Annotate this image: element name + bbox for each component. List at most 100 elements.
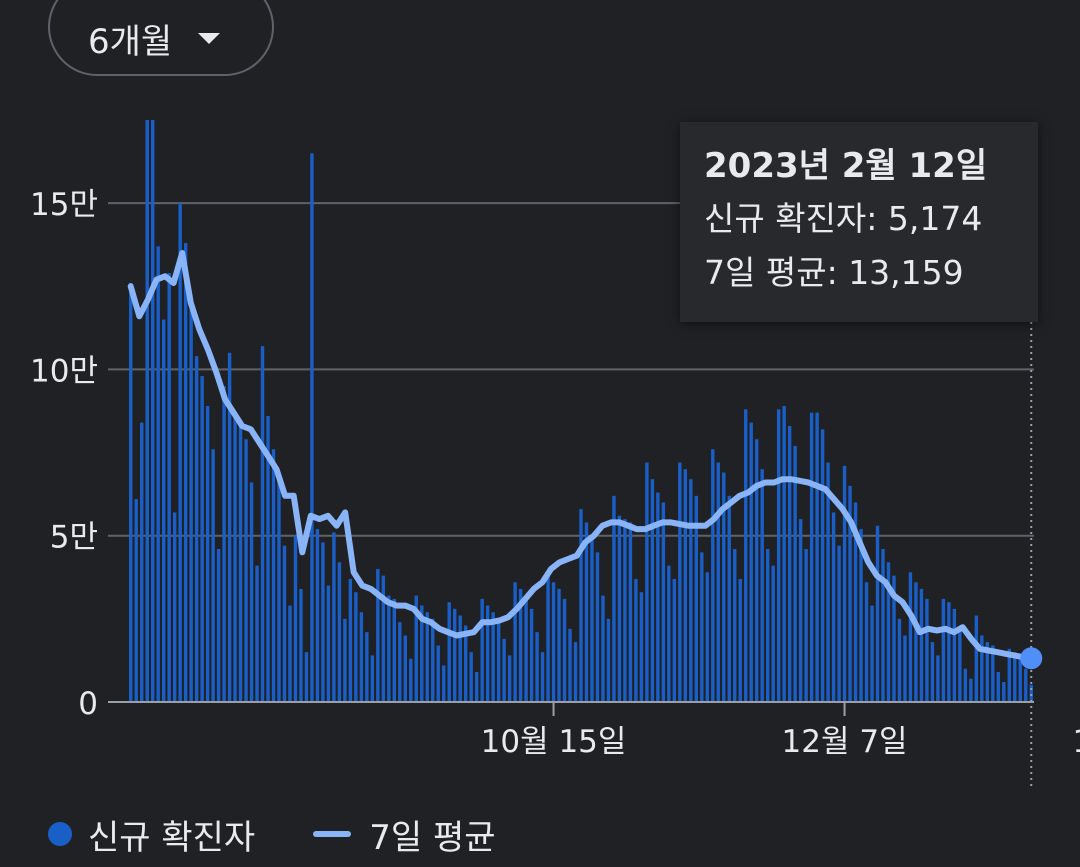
new-cases-bar (606, 618, 611, 702)
new-cases-bars (129, 120, 1033, 703)
new-cases-bar (491, 612, 495, 702)
new-cases-bar (776, 409, 781, 702)
new-cases-bar (996, 672, 1001, 702)
new-cases-bar (733, 549, 737, 702)
new-cases-bar (557, 588, 561, 702)
new-cases-bar (749, 422, 753, 702)
new-cases-bar (447, 602, 451, 702)
new-cases-bar (205, 406, 210, 702)
new-cases-bar (711, 449, 715, 702)
new-cases-bar (551, 582, 556, 702)
tooltip-new-cases: 신규 확진자: 5,174 (704, 199, 983, 238)
new-cases-bar (738, 578, 742, 702)
new-cases-bar (755, 439, 759, 702)
new-cases-bar (469, 652, 473, 702)
new-cases-bar (645, 462, 649, 702)
new-cases-bar (744, 409, 748, 702)
legend-line-swatch (313, 831, 352, 837)
new-cases-bar (436, 645, 440, 702)
hover-indicator (1020, 322, 1043, 788)
new-cases-bar (244, 439, 248, 702)
new-cases-bar (442, 665, 446, 702)
tooltip-average-value: 13,159 (848, 253, 964, 292)
tooltip-average-label: 7일 평균 (704, 253, 827, 292)
new-cases-bar (689, 479, 693, 702)
new-cases-bar (859, 529, 863, 702)
new-cases-bar (134, 499, 138, 702)
new-cases-bar (156, 246, 160, 702)
new-cases-bar (293, 535, 298, 702)
new-cases-bar (343, 618, 347, 702)
new-cases-bar (194, 356, 199, 702)
new-cases-bar (1007, 648, 1011, 702)
new-cases-bar (546, 575, 550, 702)
seven-day-average-line (127, 250, 1035, 662)
new-cases-bar (332, 532, 336, 702)
y-tick-label: 10만 (30, 353, 98, 389)
new-cases-bar (518, 588, 523, 702)
new-cases-bar (529, 608, 534, 702)
new-cases-bar (853, 502, 858, 702)
new-cases-bar (140, 422, 144, 702)
new-cases-bar (1018, 655, 1022, 702)
new-cases-bar (354, 592, 358, 702)
new-cases-bar (826, 462, 830, 702)
new-cases-bar (507, 655, 512, 702)
new-cases-bar (991, 645, 995, 702)
new-cases-bar (453, 608, 457, 702)
y-axis-labels: 0 5만 10만 15만 (30, 187, 98, 722)
new-cases-bar (485, 605, 490, 702)
new-cases-bar (831, 512, 836, 702)
new-cases-bar (914, 582, 918, 702)
new-cases-bar (535, 632, 539, 702)
new-cases-bar (798, 519, 803, 702)
new-cases-bar (716, 462, 720, 702)
new-cases-bar (864, 582, 869, 702)
new-cases-bar (403, 635, 407, 702)
legend-bars-label: 신규 확진자 (88, 817, 256, 858)
new-cases-bar (985, 642, 990, 702)
new-cases-bar (958, 628, 962, 702)
x-axis-labels: 10월 15일 12월 7일 1월 29일 (481, 702, 1080, 760)
new-cases-bar (974, 615, 979, 702)
range-selector-button[interactable]: 6개월 (48, 0, 274, 76)
new-cases-bar (266, 415, 270, 702)
new-cases-bar (1013, 652, 1017, 702)
new-cases-bar (326, 585, 331, 702)
new-cases-bar (980, 635, 984, 702)
new-cases-bar (178, 203, 182, 702)
new-cases-bar (365, 632, 369, 702)
tooltip-new-cases-value: 5,174 (887, 199, 983, 238)
new-cases-bar (612, 495, 616, 702)
new-cases-bar (623, 519, 627, 702)
new-cases-bar (793, 445, 797, 702)
new-cases-bar (277, 472, 281, 702)
new-cases-bar (765, 549, 770, 702)
tooltip-date: 2023년 2월 12일 (704, 146, 988, 186)
new-cases-bar (601, 595, 605, 702)
new-cases-bar (656, 492, 660, 702)
new-cases-bar (233, 412, 237, 702)
new-cases-bar (271, 449, 276, 702)
new-cases-bar (661, 502, 666, 702)
new-cases-bar (211, 449, 215, 702)
new-cases-bar (771, 565, 775, 702)
new-cases-bar (414, 595, 418, 702)
new-cases-bar (837, 545, 841, 702)
new-cases-bar (842, 465, 847, 702)
new-cases-bar (480, 598, 484, 702)
new-cases-bar (282, 545, 287, 702)
new-cases-bar (584, 522, 589, 702)
new-cases-bar (722, 472, 726, 702)
new-cases-bar (947, 602, 951, 702)
average-line (127, 250, 1035, 662)
new-cases-bar (727, 495, 731, 702)
new-cases-bar (425, 612, 429, 702)
legend-line-label: 7일 평균 (369, 817, 496, 858)
new-cases-bar (392, 598, 397, 702)
new-cases-bar (216, 549, 221, 702)
new-cases-bar (562, 598, 567, 702)
new-cases-bar (639, 592, 644, 702)
new-cases-bar (815, 412, 819, 702)
